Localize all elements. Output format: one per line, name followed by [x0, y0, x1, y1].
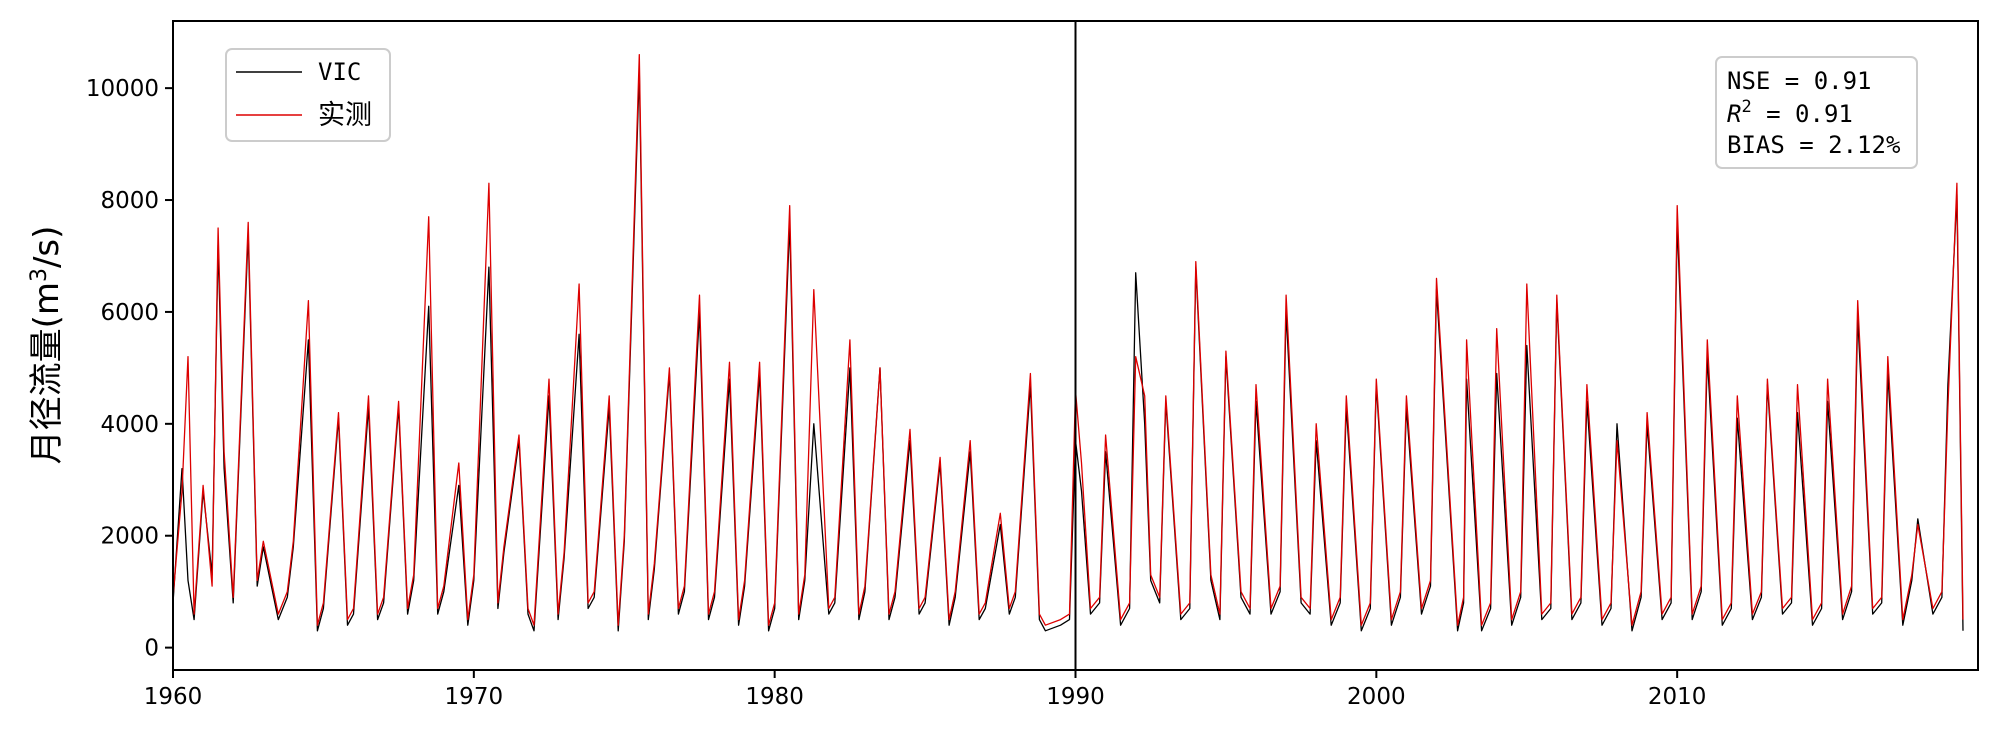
x-tick-label: 1970 [445, 684, 504, 710]
y-tick-label: 6000 [100, 300, 159, 326]
x-tick-label: 2000 [1347, 684, 1406, 710]
stats-nse: NSE = 0.91 [1727, 67, 1872, 95]
legend-label-observed: 实测 [318, 100, 372, 131]
y-axis-label: 月径流量(m3/s) [27, 226, 68, 465]
legend: VIC 实测 [225, 48, 391, 142]
series-line-0 [172, 70, 1964, 632]
stats-box: NSE = 0.91 R2 = 0.91 BIAS = 2.12% [1715, 56, 1918, 169]
x-tick-label: 2010 [1648, 684, 1707, 710]
x-axis: 1960 1970 1980 1990 2000 2010 [144, 670, 1707, 710]
y-tick-label: 0 [144, 636, 159, 662]
legend-label-vic: VIC [318, 58, 361, 86]
series-group [172, 53, 1964, 632]
y-tick-label: 4000 [100, 412, 159, 438]
series-line-1 [172, 53, 1964, 626]
stats-r2: R2 = 0.91 [1727, 97, 1853, 128]
x-tick-label: 1960 [144, 684, 203, 710]
y-tick-label: 8000 [100, 188, 159, 214]
y-tick-label: 2000 [100, 524, 159, 550]
stats-bias: BIAS = 2.12% [1727, 131, 1901, 159]
stats-box-frame [1715, 56, 1918, 169]
y-axis: 0 2000 4000 6000 8000 10000 [86, 76, 173, 662]
x-tick-label: 1980 [745, 684, 804, 710]
y-tick-label: 10000 [86, 76, 159, 102]
x-tick-label: 1990 [1046, 684, 1105, 710]
y-axis-label-superscript: 3 [27, 268, 52, 282]
